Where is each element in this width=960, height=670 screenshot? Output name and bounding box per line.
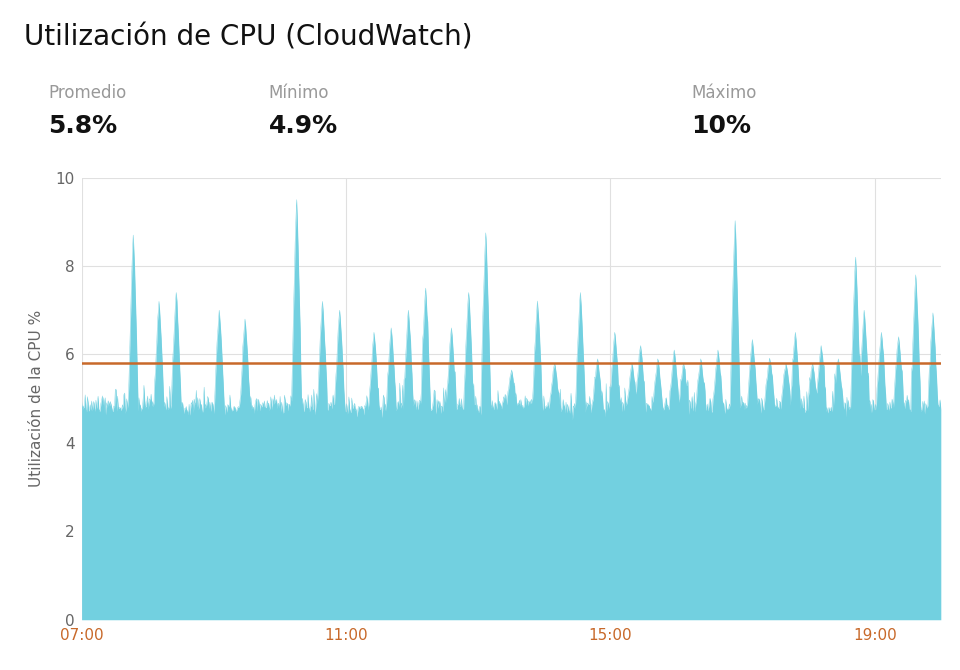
Text: Máximo: Máximo — [691, 84, 756, 102]
Text: 5.8%: 5.8% — [48, 114, 117, 138]
Text: 4.9%: 4.9% — [269, 114, 338, 138]
Text: Utilización de CPU (CloudWatch): Utilización de CPU (CloudWatch) — [24, 23, 472, 52]
Text: Mínimo: Mínimo — [269, 84, 329, 102]
Y-axis label: Utilización de la CPU %: Utilización de la CPU % — [30, 310, 44, 487]
Text: 10%: 10% — [691, 114, 751, 138]
Text: Promedio: Promedio — [48, 84, 127, 102]
